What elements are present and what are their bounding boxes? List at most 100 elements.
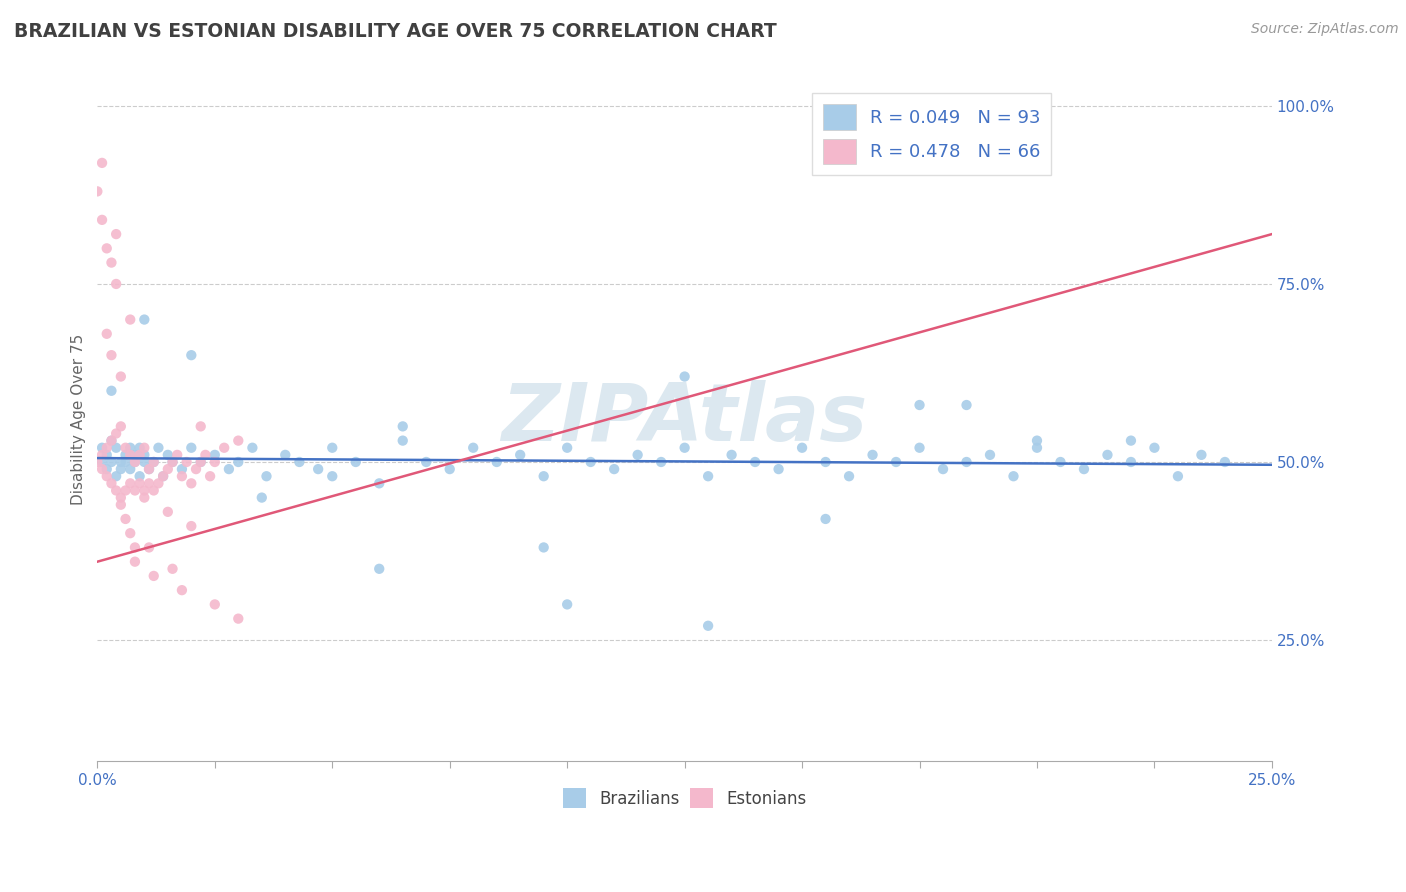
Point xyxy=(105,277,128,291)
Point xyxy=(218,462,240,476)
Point xyxy=(198,469,221,483)
Point xyxy=(391,419,413,434)
Point xyxy=(96,326,118,341)
Point xyxy=(176,455,198,469)
Point xyxy=(142,455,165,469)
Point xyxy=(603,462,626,476)
Point xyxy=(114,455,136,469)
Point xyxy=(955,455,977,469)
Point xyxy=(105,469,128,483)
Point xyxy=(105,441,128,455)
Point xyxy=(124,541,146,555)
Point xyxy=(814,512,837,526)
Point xyxy=(138,462,160,476)
Point xyxy=(415,455,437,469)
Point xyxy=(100,348,122,362)
Text: ZIPAtlas: ZIPAtlas xyxy=(502,380,868,458)
Point xyxy=(814,455,837,469)
Point xyxy=(242,441,264,455)
Point xyxy=(142,569,165,583)
Point xyxy=(124,555,146,569)
Point xyxy=(790,441,813,455)
Point xyxy=(96,241,118,255)
Point xyxy=(1026,434,1049,448)
Point xyxy=(100,434,122,448)
Point xyxy=(91,212,114,227)
Point xyxy=(120,312,142,326)
Point xyxy=(134,455,156,469)
Point xyxy=(790,419,813,434)
Point xyxy=(142,455,165,469)
Point xyxy=(100,384,122,398)
Point xyxy=(170,469,193,483)
Point xyxy=(190,455,212,469)
Point xyxy=(180,348,202,362)
Point xyxy=(274,448,297,462)
Point xyxy=(509,448,531,462)
Text: Source: ZipAtlas.com: Source: ZipAtlas.com xyxy=(1251,22,1399,37)
Point xyxy=(190,455,212,469)
Point xyxy=(194,448,217,462)
Point xyxy=(105,426,128,441)
Point xyxy=(120,526,142,541)
Point xyxy=(166,448,188,462)
Point xyxy=(96,462,118,476)
Point xyxy=(91,448,114,462)
Point xyxy=(105,227,128,241)
Point xyxy=(1002,469,1025,483)
Point xyxy=(627,448,650,462)
Point xyxy=(128,476,150,491)
Point xyxy=(768,462,790,476)
Point xyxy=(134,448,156,462)
Point xyxy=(204,448,226,462)
Point xyxy=(96,441,118,455)
Point xyxy=(184,462,207,476)
Point xyxy=(91,156,114,170)
Point xyxy=(321,441,343,455)
Point xyxy=(212,441,235,455)
Point xyxy=(650,455,672,469)
Point xyxy=(321,469,343,483)
Point xyxy=(697,469,720,483)
Point xyxy=(226,434,249,448)
Point xyxy=(96,448,118,462)
Point xyxy=(110,462,132,476)
Point xyxy=(162,455,184,469)
Point xyxy=(391,434,413,448)
Text: BRAZILIAN VS ESTONIAN DISABILITY AGE OVER 75 CORRELATION CHART: BRAZILIAN VS ESTONIAN DISABILITY AGE OVE… xyxy=(14,22,776,41)
Point xyxy=(100,455,122,469)
Point xyxy=(110,369,132,384)
Point xyxy=(579,455,602,469)
Point xyxy=(1119,455,1142,469)
Point xyxy=(120,448,142,462)
Point xyxy=(368,476,391,491)
Point xyxy=(170,583,193,598)
Point xyxy=(555,441,578,455)
Point xyxy=(96,469,118,483)
Point xyxy=(128,469,150,483)
Point xyxy=(463,441,485,455)
Point xyxy=(128,441,150,455)
Point xyxy=(86,455,108,469)
Point xyxy=(1073,462,1095,476)
Point xyxy=(138,476,160,491)
Point xyxy=(124,455,146,469)
Point xyxy=(120,441,142,455)
Point xyxy=(114,448,136,462)
Point xyxy=(148,476,170,491)
Point xyxy=(1189,448,1212,462)
Point xyxy=(138,541,160,555)
Point xyxy=(368,562,391,576)
Point xyxy=(105,483,128,498)
Point xyxy=(1049,455,1071,469)
Point xyxy=(120,462,142,476)
Point xyxy=(288,455,311,469)
Point xyxy=(124,483,146,498)
Point xyxy=(533,541,555,555)
Point xyxy=(114,441,136,455)
Point xyxy=(673,441,696,455)
Point xyxy=(908,398,931,412)
Point xyxy=(110,498,132,512)
Point xyxy=(134,483,156,498)
Point xyxy=(204,598,226,612)
